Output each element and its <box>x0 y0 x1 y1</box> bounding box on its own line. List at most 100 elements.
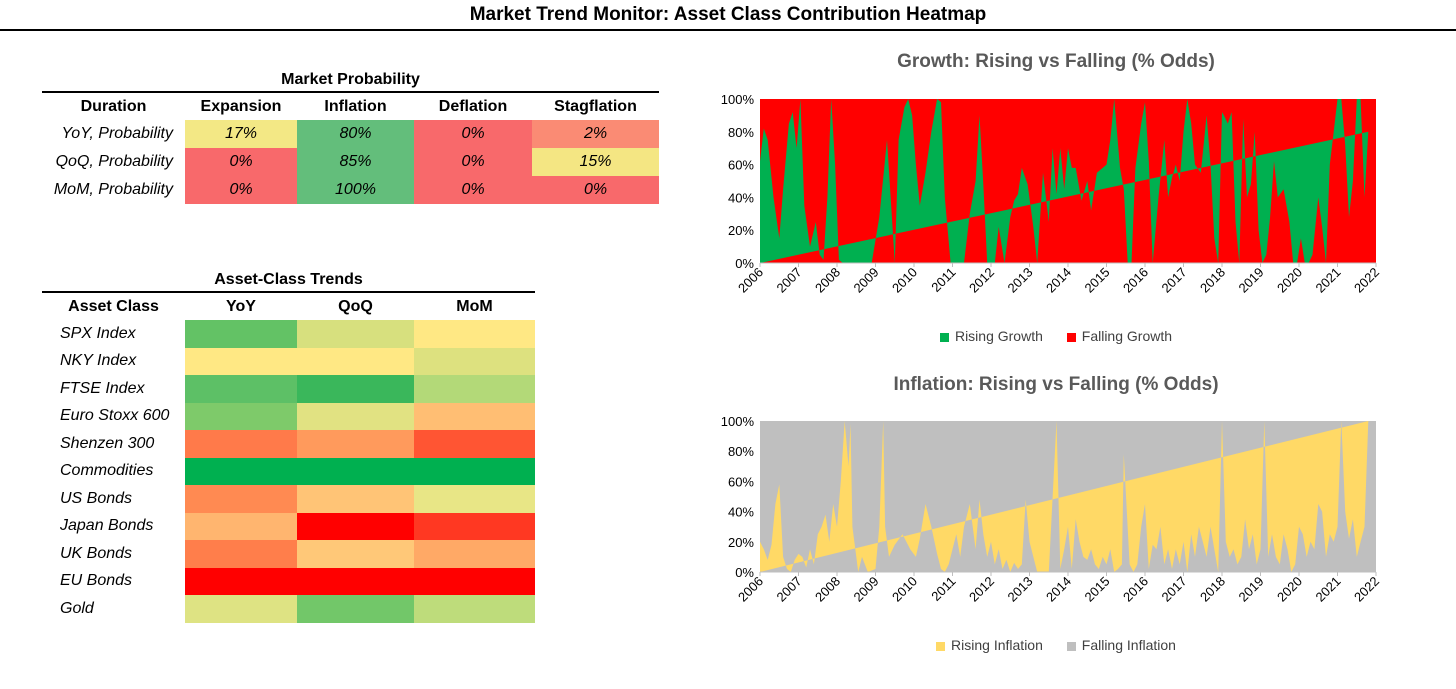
growth-chart: Growth: Rising vs Falling (% Odds) 0% 20%… <box>700 42 1412 362</box>
rising-area <box>760 421 1369 572</box>
legend-swatch <box>1066 332 1076 342</box>
legend-item-rising-growth: Rising Growth <box>939 328 1043 344</box>
table-row: Japan Bonds <box>42 512 536 540</box>
x-tick-label: 2015 <box>1082 574 1113 605</box>
heat-cell <box>414 485 536 513</box>
legend-label: Falling Growth <box>1081 328 1173 344</box>
column-header: YoY <box>226 297 256 315</box>
x-tick-label: 2017 <box>1159 574 1190 605</box>
x-tick-label: 2020 <box>1274 265 1305 296</box>
heat-cell <box>185 567 297 595</box>
x-tick-label: 2012 <box>966 265 997 296</box>
y-tick-label: 80% <box>728 125 754 140</box>
heat-cell <box>414 540 536 568</box>
x-tick-label: 2015 <box>1082 265 1113 296</box>
row-label: NKY Index <box>60 352 137 370</box>
heat-cell <box>297 595 414 623</box>
growth-chart-title: Growth: Rising vs Falling (% Odds) <box>897 51 1215 72</box>
y-tick-label: 80% <box>728 444 754 459</box>
growth-legend: Rising Growth Falling Growth <box>700 328 1412 344</box>
heat-cell <box>297 320 414 348</box>
table-row: Euro Stoxx 600 <box>42 402 536 430</box>
x-tick-label: 2009 <box>851 574 882 605</box>
table-row: Commodities <box>42 457 536 485</box>
legend-swatch <box>939 332 949 342</box>
x-tick-label: 2014 <box>1043 265 1074 296</box>
y-tick-label: 60% <box>728 158 754 173</box>
row-label: UK Bonds <box>60 544 133 562</box>
table-row: Shenzen 300 <box>42 430 536 458</box>
table-row: US Bonds <box>42 485 536 513</box>
probability-cell: 0% <box>414 148 532 176</box>
probability-cell: 0% <box>185 176 297 204</box>
heat-cell <box>185 347 297 375</box>
table-row: FTSE Index <box>42 375 536 403</box>
asset-class-trends-title: Asset-Class Trends <box>42 262 536 293</box>
heat-cell <box>297 540 414 568</box>
probability-cell: 80% <box>297 120 414 148</box>
title-divider <box>0 29 1456 31</box>
probability-cell: 17% <box>185 120 297 148</box>
x-tick-label: 2019 <box>1236 574 1267 605</box>
heat-cell <box>414 567 536 595</box>
row-label: Euro Stoxx 600 <box>60 407 170 425</box>
heat-cell <box>297 347 414 375</box>
y-tick-label: 20% <box>728 223 754 238</box>
row-label: MoM, Probability <box>53 181 173 198</box>
heat-cell <box>185 375 297 403</box>
y-tick-label: 0% <box>735 565 754 580</box>
y-tick-label: 40% <box>728 505 754 520</box>
inflation-chart: Inflation: Rising vs Falling (% Odds) 0%… <box>700 365 1412 685</box>
x-tick-label: 2007 <box>774 574 805 605</box>
x-tick-label: 2011 <box>928 574 958 604</box>
heat-cell <box>297 567 414 595</box>
market-probability-table: Market Probability Duration Expansion In… <box>42 62 660 204</box>
x-tick-label: 2016 <box>1120 265 1151 296</box>
x-tick-label: 2021 <box>1313 265 1344 296</box>
x-tick-label: 2018 <box>1197 574 1228 605</box>
inflation-legend: Rising Inflation Falling Inflation <box>700 637 1412 653</box>
x-tick-label: 2008 <box>812 574 843 605</box>
x-tick-label: 2011 <box>928 265 958 295</box>
legend-item-falling-inflation: Falling Inflation <box>1066 637 1176 653</box>
legend-label: Rising Growth <box>954 328 1043 344</box>
x-tick-label: 2017 <box>1159 265 1190 296</box>
table-row: MoM, Probability 0% 100% 0% 0% <box>42 176 660 204</box>
heat-cell <box>297 457 414 485</box>
y-tick-label: 100% <box>721 414 755 429</box>
probability-cell: 15% <box>532 148 660 176</box>
row-label: Shenzen 300 <box>60 434 155 452</box>
x-tick-label: 2009 <box>851 265 882 296</box>
table-row: QoQ, Probability 0% 85% 0% 15% <box>42 148 660 176</box>
column-header: Duration <box>80 97 147 115</box>
x-tick-label: 2013 <box>1005 265 1036 296</box>
row-label: US Bonds <box>60 489 133 507</box>
x-tick-label: 2022 <box>1351 265 1382 296</box>
probability-cell: 0% <box>185 148 297 176</box>
table-row: NKY Index <box>42 347 536 375</box>
y-tick-label: 60% <box>728 474 754 489</box>
inflation-chart-plot: 0%20%40%60%80%100%2006 2007 2008 2009 2010 20… <box>721 414 1382 605</box>
row-label: YoY, Probability <box>61 125 173 142</box>
column-header: MoM <box>456 297 493 315</box>
legend-swatch <box>1066 641 1076 651</box>
heat-cell <box>414 402 536 430</box>
heat-cell <box>185 595 297 623</box>
row-label: SPX Index <box>60 324 136 342</box>
x-tick-label: 2008 <box>812 265 843 296</box>
y-tick-label: 100% <box>721 92 755 107</box>
column-header: QoQ <box>338 297 373 315</box>
x-tick-label: 2022 <box>1351 574 1382 605</box>
x-tick-label: 2021 <box>1313 574 1344 605</box>
legend-item-rising-inflation: Rising Inflation <box>936 637 1043 653</box>
table-row: SPX Index <box>42 320 536 348</box>
legend-label: Falling Inflation <box>1081 637 1176 653</box>
market-probability-title: Market Probability <box>42 62 660 93</box>
heat-cell <box>185 402 297 430</box>
rising-area <box>760 99 1369 263</box>
heat-cell <box>297 430 414 458</box>
x-tick-label: 2012 <box>966 574 997 605</box>
heat-cell <box>185 512 297 540</box>
row-label: EU Bonds <box>60 572 133 590</box>
row-label: QoQ, Probability <box>55 153 173 170</box>
